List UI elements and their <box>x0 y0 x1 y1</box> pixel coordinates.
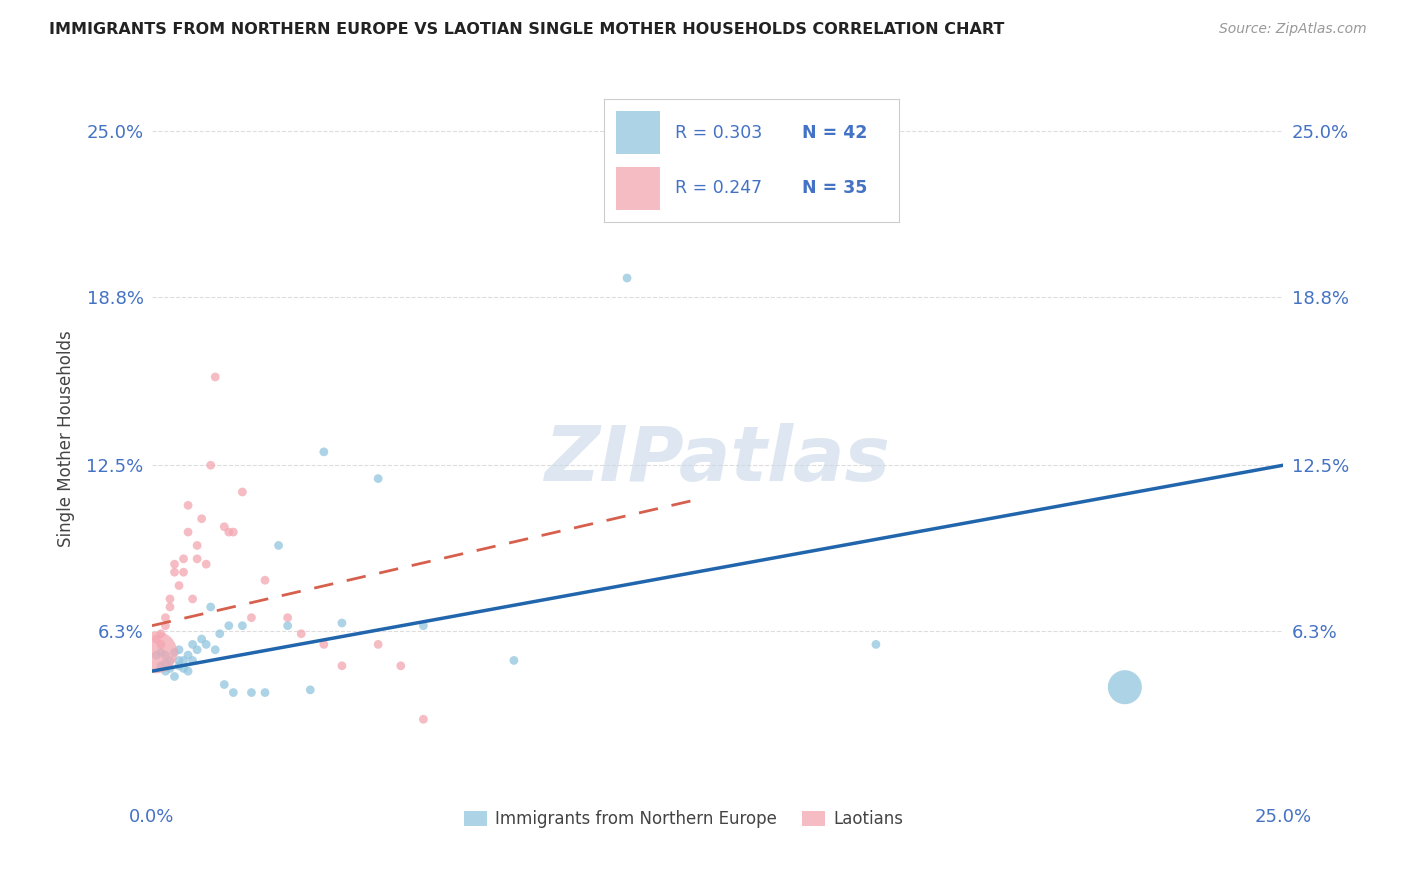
Point <box>367 472 389 486</box>
Point <box>181 637 204 651</box>
Text: Source: ZipAtlas.com: Source: ZipAtlas.com <box>1219 22 1367 37</box>
Point <box>412 618 434 632</box>
Point <box>145 648 167 662</box>
Point <box>155 618 177 632</box>
Point <box>190 632 212 646</box>
Point <box>155 610 177 624</box>
Point <box>159 591 181 606</box>
Point <box>190 512 212 526</box>
Point <box>177 664 200 678</box>
Point <box>195 557 218 571</box>
Legend: Immigrants from Northern Europe, Laotians: Immigrants from Northern Europe, Laotian… <box>457 803 911 835</box>
Point <box>208 626 231 640</box>
Point <box>173 653 195 667</box>
Point <box>159 599 181 614</box>
Point <box>330 658 353 673</box>
Point <box>177 525 200 540</box>
Point <box>253 685 276 699</box>
Point <box>412 712 434 726</box>
Point <box>1114 680 1136 694</box>
Point <box>204 642 226 657</box>
Point <box>186 642 208 657</box>
Text: IMMIGRANTS FROM NORTHERN EUROPE VS LAOTIAN SINGLE MOTHER HOUSEHOLDS CORRELATION : IMMIGRANTS FROM NORTHERN EUROPE VS LAOTI… <box>49 22 1004 37</box>
Point <box>181 653 204 667</box>
Point <box>145 632 167 646</box>
Point <box>163 645 186 659</box>
Point <box>389 658 412 673</box>
Point <box>367 637 389 651</box>
Point <box>240 685 263 699</box>
Point <box>177 648 200 662</box>
Point <box>145 645 167 659</box>
Point <box>312 445 335 459</box>
Point <box>865 637 887 651</box>
Point <box>218 618 240 632</box>
Point <box>253 573 276 587</box>
Point <box>159 661 181 675</box>
Point <box>195 637 218 651</box>
Point <box>181 591 204 606</box>
Point <box>200 458 222 473</box>
Point <box>290 626 312 640</box>
Point <box>277 610 299 624</box>
Point <box>186 551 208 566</box>
Point <box>163 557 186 571</box>
Point <box>277 618 299 632</box>
Point <box>149 645 172 659</box>
Point <box>149 626 172 640</box>
Point <box>167 642 190 657</box>
Point <box>214 677 236 691</box>
Point <box>200 599 222 614</box>
Y-axis label: Single Mother Households: Single Mother Households <box>58 330 75 547</box>
Point <box>155 656 177 670</box>
Point <box>163 669 186 683</box>
Point <box>330 615 353 630</box>
Point <box>155 664 177 678</box>
Point <box>222 685 245 699</box>
Point <box>231 485 253 500</box>
Point <box>267 538 290 552</box>
Point <box>312 637 335 651</box>
Point <box>222 525 245 540</box>
Point <box>177 499 200 513</box>
Point <box>173 565 195 579</box>
Point <box>616 271 638 285</box>
Point <box>159 653 181 667</box>
Point <box>218 525 240 540</box>
Point <box>155 648 177 662</box>
Point <box>163 565 186 579</box>
Point <box>173 551 195 566</box>
Point <box>167 653 190 667</box>
Point <box>299 682 322 697</box>
Point <box>149 637 172 651</box>
Point <box>149 658 172 673</box>
Point <box>204 370 226 384</box>
Point <box>240 610 263 624</box>
Point <box>167 658 190 673</box>
Point <box>231 618 253 632</box>
Point <box>186 538 208 552</box>
Point <box>503 653 526 667</box>
Point <box>173 661 195 675</box>
Text: ZIPatlas: ZIPatlas <box>544 423 890 497</box>
Point <box>167 578 190 592</box>
Point <box>214 520 236 534</box>
